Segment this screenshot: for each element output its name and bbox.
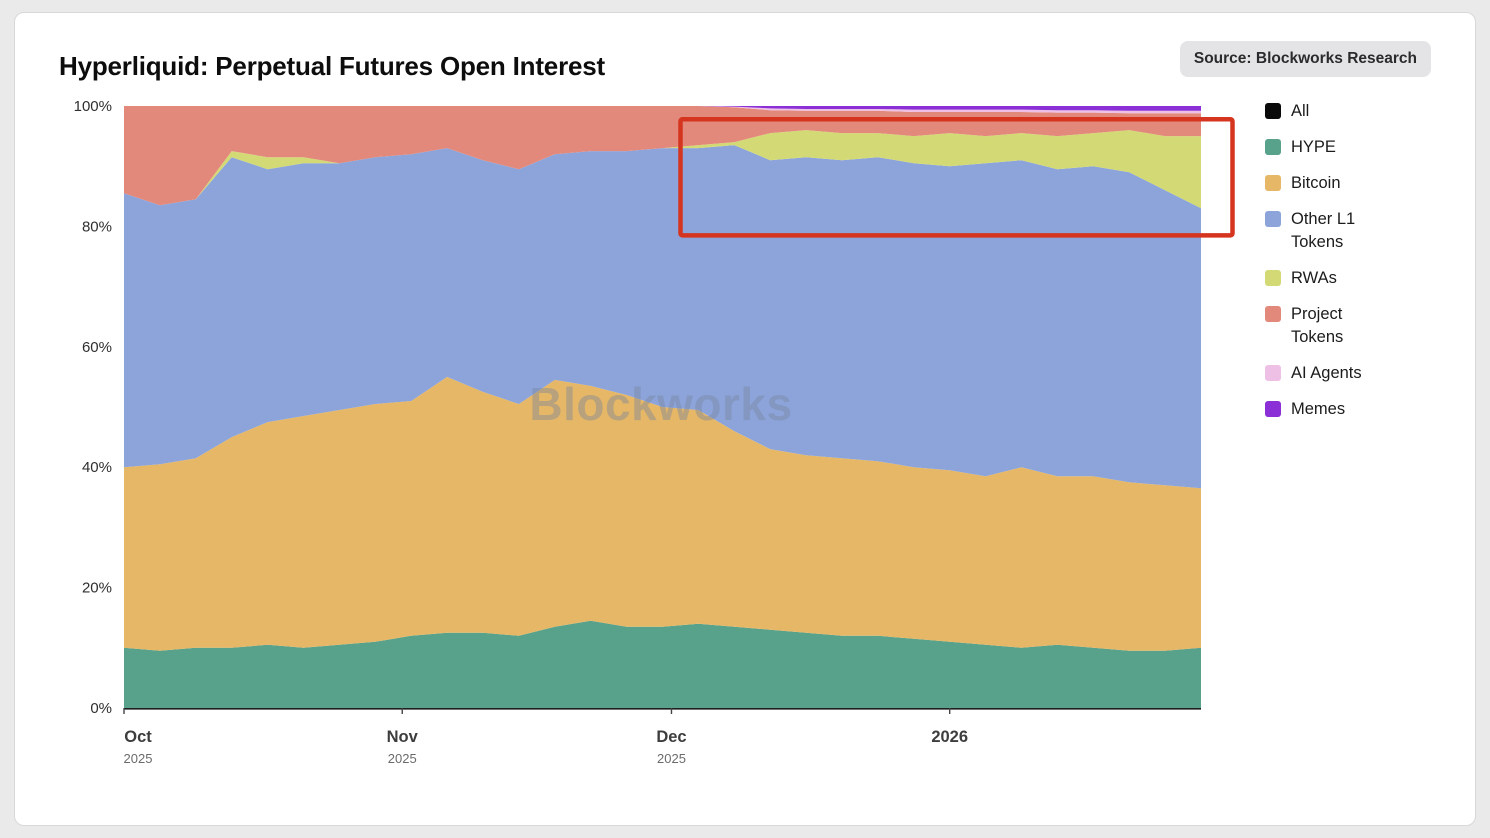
x-tick-label-oct: Oct	[124, 728, 152, 746]
y-tick-label-80: 80%	[82, 218, 112, 235]
legend-label: RWAs	[1291, 269, 1337, 287]
legend-item-rwas[interactable]: RWAs	[1265, 267, 1431, 290]
area-project-tokens	[124, 106, 1201, 206]
legend-label: Bitcoin	[1291, 174, 1341, 192]
legend-item-bitcoin[interactable]: Bitcoin	[1265, 172, 1431, 195]
y-tick-label-0: 0%	[90, 700, 112, 717]
legend-swatch-all	[1265, 103, 1281, 119]
legend-swatch-ai-agents	[1265, 365, 1281, 381]
highlight-annotation-box	[678, 116, 1235, 238]
y-tick-label-60: 60%	[82, 339, 112, 356]
y-tick-label-100: 100%	[74, 98, 112, 115]
page-title: Hyperliquid: Perpetual Futures Open Inte…	[59, 51, 605, 81]
legend-item-ai-agents[interactable]: AI Agents	[1265, 362, 1431, 385]
legend-item-other-l1-tokens[interactable]: Other L1 Tokens	[1265, 208, 1431, 254]
x-tick-year: 2025	[124, 751, 153, 766]
area-bitcoin	[124, 376, 1201, 651]
legend-swatch-memes	[1265, 401, 1281, 417]
area-rwas	[124, 130, 1201, 209]
y-tick-label-20: 20%	[82, 580, 112, 597]
legend-swatch-other-l1-tokens	[1265, 211, 1281, 227]
legend-swatch-hype	[1265, 139, 1281, 155]
legend-swatch-project-tokens	[1265, 306, 1281, 322]
y-tick-label-40: 40%	[82, 459, 112, 476]
source-badge: Source: Blockworks Research	[1179, 41, 1431, 77]
area-ai-agents	[124, 106, 1201, 114]
legend-item-project-tokens[interactable]: Project Tokens	[1265, 303, 1431, 349]
x-tick-year: 2025	[388, 751, 417, 766]
area-hype	[124, 620, 1201, 708]
legend-item-memes[interactable]: Memes	[1265, 398, 1431, 421]
stacked-area-chart: 0% 20% 40% 60% 80% 100% Oct 2025 Nov 2025 Dec 2025 2…	[59, 96, 1239, 772]
legend-label: Memes	[1291, 400, 1346, 418]
legend-label: HYPE	[1291, 138, 1336, 156]
legend-label: AI Agents	[1291, 364, 1362, 382]
x-tick-label-dec: Dec	[656, 728, 686, 746]
area-other-l1-tokens	[124, 145, 1201, 489]
header: Hyperliquid: Perpetual Futures Open Inte…	[59, 41, 1431, 82]
x-tick-label-2026: 2026	[931, 728, 968, 746]
legend-item-hype[interactable]: HYPE	[1265, 136, 1431, 159]
legend-swatch-bitcoin	[1265, 175, 1281, 191]
x-tick-year: 2025	[657, 751, 686, 766]
legend: All HYPE Bitcoin Other L1 Tokens RWAs Project…	[1265, 96, 1431, 421]
legend-item-all[interactable]: All	[1265, 100, 1431, 123]
legend-label: Other L1 Tokens	[1291, 210, 1356, 251]
area-memes	[124, 106, 1201, 111]
legend-swatch-rwas	[1265, 270, 1281, 286]
chart-card: Hyperliquid: Perpetual Futures Open Inte…	[14, 12, 1476, 826]
stacked-area-chart-svg: 0% 20% 40% 60% 80% 100% Oct 2025 Nov 2025 Dec 2025 2…	[74, 98, 1235, 766]
x-tick-label-nov: Nov	[387, 728, 419, 746]
chart-row: 0% 20% 40% 60% 80% 100% Oct 2025 Nov 2025 Dec 2025 2…	[59, 96, 1431, 772]
legend-label: Project Tokens	[1291, 305, 1344, 346]
legend-label: All	[1291, 102, 1310, 120]
